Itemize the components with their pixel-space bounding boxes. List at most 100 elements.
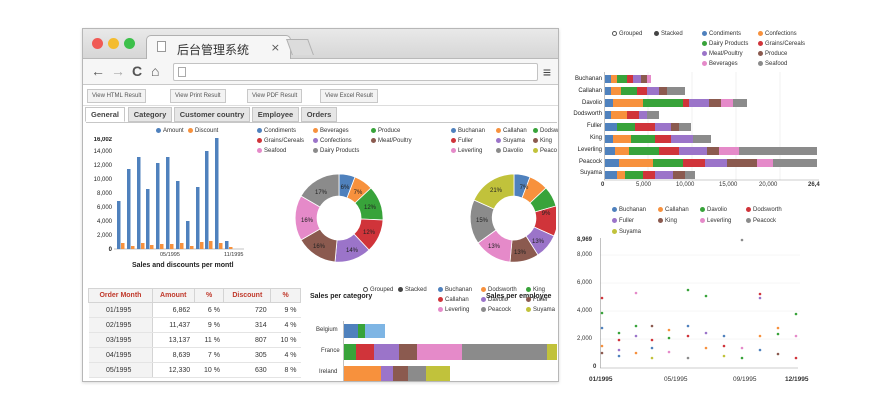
country-label: France xyxy=(321,348,340,354)
y-tick: 4,000 xyxy=(577,308,593,314)
table-row: 04/1995 8,639 7 % 305 4 % xyxy=(88,347,301,363)
bar-dodsworth xyxy=(605,111,659,119)
legend-item: Leverling xyxy=(700,218,731,224)
legend-item: Dairy Products xyxy=(313,148,359,154)
x-tick: 26,4 xyxy=(808,182,820,188)
legend-item: Produce xyxy=(758,51,787,57)
bar-buchanan xyxy=(605,75,651,83)
slice-label: 14% xyxy=(346,248,359,254)
employee-donut: 7% 9% 13% 13% 13% 15% 21% xyxy=(469,173,556,263)
slice-label: 7% xyxy=(354,190,363,196)
employee-stacked-bars xyxy=(604,72,819,181)
legend-item: Callahan xyxy=(658,207,689,213)
bar-davolio xyxy=(605,99,747,107)
legend-item: Davolio xyxy=(496,148,523,154)
tab-category[interactable]: Category xyxy=(128,107,172,122)
slice-label: 21% xyxy=(490,188,503,194)
slice-label: 6% xyxy=(341,185,350,191)
y-tick: 8,000 xyxy=(97,191,113,197)
table-header[interactable]: Order Month xyxy=(88,288,153,303)
category-donut: 6% 7% 12% 12% 14% 16% 16% 17% xyxy=(294,173,384,263)
bar-king xyxy=(605,135,711,143)
scatter-points xyxy=(600,238,798,360)
legend-item: Peacock xyxy=(481,307,511,313)
slice-label: 7% xyxy=(520,185,529,191)
country-stacked-bars xyxy=(343,321,557,381)
x-tick: 11/1995 xyxy=(224,252,244,258)
legend-item: Buchanan xyxy=(612,207,646,213)
x-tick: 15,000 xyxy=(719,182,738,188)
minimize-window-icon[interactable] xyxy=(108,38,119,49)
new-tab-button[interactable] xyxy=(286,39,314,55)
reload-icon[interactable]: C xyxy=(132,63,143,79)
report-content: Amount Discount 16,002 14,000 12,000 10,… xyxy=(86,122,558,381)
table-header[interactable]: % xyxy=(270,288,301,303)
table-row: 01/1995 6,862 6 % 720 9 % xyxy=(88,302,301,318)
tab-customer-country[interactable]: Customer country xyxy=(174,107,250,122)
legend-grouped[interactable]: Grouped xyxy=(363,287,393,293)
close-tab-icon[interactable]: × xyxy=(270,41,280,54)
y-tick: 6,000 xyxy=(97,205,113,211)
bar-ireland xyxy=(344,366,450,381)
table-header[interactable]: Discount xyxy=(223,288,272,303)
legend-item: Dodsworth xyxy=(746,207,782,213)
country-label: Ireland xyxy=(319,369,338,375)
home-icon[interactable]: ⌂ xyxy=(151,63,160,79)
bar-france xyxy=(344,344,557,360)
legend-item: Suyama xyxy=(496,138,525,144)
page-icon xyxy=(178,67,186,77)
discount-bars xyxy=(121,241,233,249)
table-row: 05/1995 12,330 10 % 630 8 % xyxy=(88,362,301,378)
y-tick: 0 xyxy=(593,364,597,370)
legend-item: Meat/Poultry xyxy=(702,51,743,57)
forward-icon[interactable]: → xyxy=(111,63,125,79)
table-header[interactable]: Amount xyxy=(151,288,195,303)
legend-item: Davolio xyxy=(481,297,508,303)
view-pdf-button[interactable]: View PDF Result xyxy=(247,89,303,103)
legend-item: Meat/Poultry xyxy=(371,138,412,144)
view-html-button[interactable]: View HTML Result xyxy=(87,89,147,103)
legend-item: Beverages xyxy=(313,128,349,134)
y-tick: 8,000 xyxy=(577,252,593,258)
legend-item: Callahan xyxy=(438,297,469,303)
slice-label: 13% xyxy=(514,250,527,256)
menu-icon[interactable]: ≡ xyxy=(542,64,551,80)
legend-item: Condiments xyxy=(257,128,296,134)
bar-chart-title: Sales and discounts per montl xyxy=(132,262,234,269)
y-tick: 6,000 xyxy=(577,280,593,286)
bar-callahan xyxy=(605,87,685,95)
y-tick: 10,000 xyxy=(94,177,113,183)
legend-item: King xyxy=(533,138,552,144)
url-input[interactable] xyxy=(173,63,538,81)
legend-item: Dodsworth xyxy=(481,287,517,293)
browser-tab[interactable]: 后台管理系统 × xyxy=(146,35,291,60)
y-tick: 8,969 xyxy=(577,237,593,243)
employee-chart-title: Sales per employee xyxy=(486,293,552,300)
maximize-window-icon[interactable] xyxy=(124,38,135,49)
tab-employee[interactable]: Employee xyxy=(252,107,299,122)
legend-stacked[interactable]: Stacked xyxy=(654,31,683,37)
legend-item: Suyama xyxy=(612,229,641,235)
legend-grouped[interactable]: Grouped xyxy=(612,31,642,37)
table-header[interactable]: % xyxy=(193,288,225,303)
bar-belgium xyxy=(344,324,385,338)
legend-item: King xyxy=(658,218,677,224)
orders-table: Order Month Amount % Discount % 01/1995 6… xyxy=(88,288,301,378)
x-tick: 05/1995 xyxy=(160,252,180,258)
close-window-icon[interactable] xyxy=(92,38,103,49)
legend-item: Condiments xyxy=(702,31,741,37)
legend-stacked[interactable]: Stacked xyxy=(398,287,427,293)
tab-orders[interactable]: Orders xyxy=(301,107,337,122)
legend-item: Callahan xyxy=(496,128,527,134)
view-print-button[interactable]: View Print Result xyxy=(170,89,226,103)
employee-axis: Buchanan Callahan Davolio Dodsworth Fuller K… xyxy=(573,76,602,177)
view-excel-button[interactable]: View Excel Result xyxy=(320,89,378,103)
legend-item: Buchanan xyxy=(438,287,472,293)
y-tick: 0 xyxy=(109,247,113,253)
back-icon[interactable]: ← xyxy=(91,63,105,79)
tab-general[interactable]: General xyxy=(85,107,125,122)
slice-label: 17% xyxy=(315,190,328,196)
y-tick: 2,000 xyxy=(97,233,113,239)
slice-label: 15% xyxy=(476,218,489,224)
y-tick: 16,002 xyxy=(94,137,113,143)
